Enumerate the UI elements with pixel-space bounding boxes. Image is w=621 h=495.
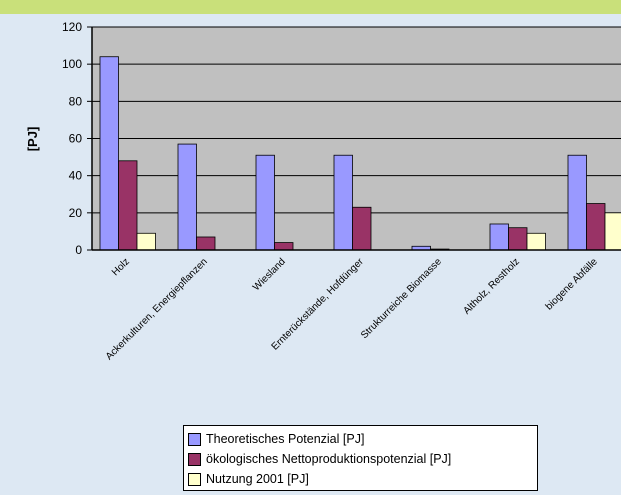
top-accent-band — [0, 0, 621, 14]
category-label: Altholz, Restholz — [461, 256, 521, 316]
bar-oekologisch — [118, 160, 138, 251]
legend-swatch-oekologisch — [188, 452, 201, 466]
bar-oekologisch — [508, 227, 528, 251]
bar-theoretisch — [177, 143, 197, 251]
legend-swatch-theoretisch — [188, 432, 201, 446]
category-label: Holz — [110, 256, 132, 278]
bar-oekologisch — [352, 206, 372, 251]
y-tick-label: 100 — [62, 57, 82, 71]
y-tick-label: 60 — [69, 132, 83, 146]
y-tick-label: 20 — [69, 206, 83, 220]
bar-theoretisch — [99, 56, 119, 251]
legend-label-theoretisch: Theoretisches Potenzial [PJ] — [206, 432, 365, 446]
y-axis-label: [PJ] — [25, 127, 40, 152]
legend-swatch-nutzung — [188, 472, 201, 486]
legend-item-nutzung: Nutzung 2001 [PJ] — [188, 469, 537, 489]
y-tick-label: 120 — [62, 20, 82, 34]
legend-label-oekologisch: ökologisches Nettoproduktionspotenzial [… — [206, 452, 452, 466]
bar-nutzung — [136, 232, 156, 251]
y-tick-label: 80 — [69, 94, 83, 108]
bar-oekologisch — [274, 242, 294, 251]
bar-theoretisch — [333, 154, 353, 251]
bar-oekologisch — [586, 203, 606, 251]
legend: Theoretisches Potenzial [PJ] ökologische… — [183, 425, 538, 491]
legend-item-theoretisch: Theoretisches Potenzial [PJ] — [188, 429, 537, 449]
y-ticks: 0 20 40 60 80 100 120 — [62, 20, 92, 257]
bar-nutzung — [526, 232, 546, 251]
bar-theoretisch — [489, 223, 509, 251]
category-label: Ernterückstände, Hofdünger — [270, 256, 367, 353]
bar-theoretisch — [255, 154, 275, 251]
bar-theoretisch — [567, 154, 587, 251]
legend-label-nutzung: Nutzung 2001 [PJ] — [206, 472, 309, 486]
bars — [99, 56, 621, 251]
category-label: Wiesland — [251, 256, 288, 293]
bar-oekologisch — [196, 236, 216, 251]
category-label: Strukturreiche Biomasse — [359, 256, 444, 341]
bar-nutzung — [604, 212, 621, 251]
y-tick-label: 40 — [69, 169, 83, 183]
legend-item-oekologisch: ökologisches Nettoproduktionspotenzial [… — [188, 449, 537, 469]
category-label: biogene Abfälle — [544, 256, 600, 312]
y-tick-label: 0 — [75, 243, 82, 257]
